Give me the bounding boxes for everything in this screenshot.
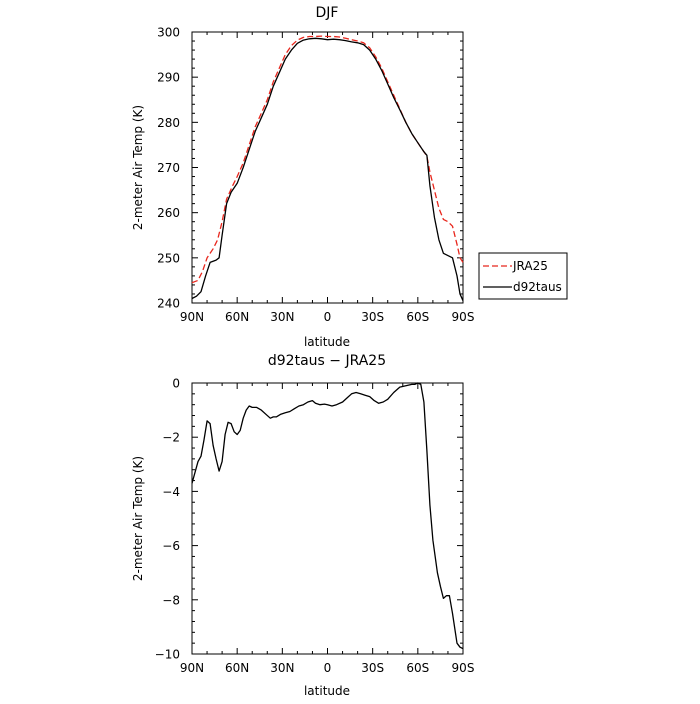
x-tick-label: 30S [361,310,384,324]
y-tick-label: 240 [157,297,180,311]
panel1-y-axis: 240 250 260 270 280 290 300 [157,26,463,311]
y-tick-label: 300 [157,26,180,40]
panel1-x-axis: 90N 60N 30N 0 30S 60S 90S [180,32,475,324]
panel2-title: d92taus − JRA25 [268,353,386,369]
panel1-series [191,35,464,301]
x-tick-label: 30N [270,310,294,324]
panel1-y-axis-label: 2-meter Air Temp (K) [131,105,145,230]
panel1-frame [191,31,464,304]
x-tick-label: 90S [452,661,475,675]
x-tick-label: 60N [225,310,249,324]
panel1-x-axis-label: latitude [304,335,350,349]
x-tick-label: 60N [225,661,249,675]
y-tick-label: 0 [172,377,180,391]
series-line-jra25 [191,35,464,284]
legend: JRA25 d92taus [478,252,568,300]
y-tick-label: −10 [155,648,180,662]
y-tick-label: 280 [157,116,180,130]
x-tick-label: 90N [180,661,204,675]
panel1-title: DJF [316,5,339,21]
series-line-d92taus [191,37,464,301]
y-tick-label: 250 [157,251,180,265]
y-tick-label: 260 [157,206,180,220]
x-tick-label: 90S [452,310,475,324]
panel2-y-axis-label: 2-meter Air Temp (K) [131,456,145,581]
panel2-y-axis: −10 −8 −6 −4 −2 0 [155,377,463,662]
series-line-difference [191,382,464,650]
x-tick-label: 0 [324,310,332,324]
panel2-frame [191,382,464,655]
panel-djf: DJF 240 250 260 270 280 290 300 90N 60N 30N 0 30S 6… [131,5,568,349]
legend-label-jra25: JRA25 [512,259,548,273]
y-tick-label: 290 [157,71,180,85]
legend-box [478,252,568,300]
y-tick-label: 270 [157,161,180,175]
x-tick-label: 90N [180,310,204,324]
panel2-x-axis: 90N 60N 30N 0 30S 60S 90S [180,383,475,675]
y-tick-label: −4 [162,485,180,499]
y-tick-label: −8 [162,593,180,607]
x-tick-label: 60S [406,661,429,675]
panel2-x-axis-label: latitude [304,684,350,698]
panel2-series [191,382,464,650]
panel-difference: d92taus − JRA25 −10 −8 −6 −4 −2 0 90N 60N 30N 0 3… [131,353,474,698]
x-tick-label: 60S [406,310,429,324]
x-tick-label: 0 [324,661,332,675]
x-tick-label: 30S [361,661,384,675]
y-tick-label: −6 [162,539,180,553]
y-tick-label: −2 [162,431,180,445]
legend-label-d92taus: d92taus [513,280,562,294]
x-tick-label: 30N [270,661,294,675]
